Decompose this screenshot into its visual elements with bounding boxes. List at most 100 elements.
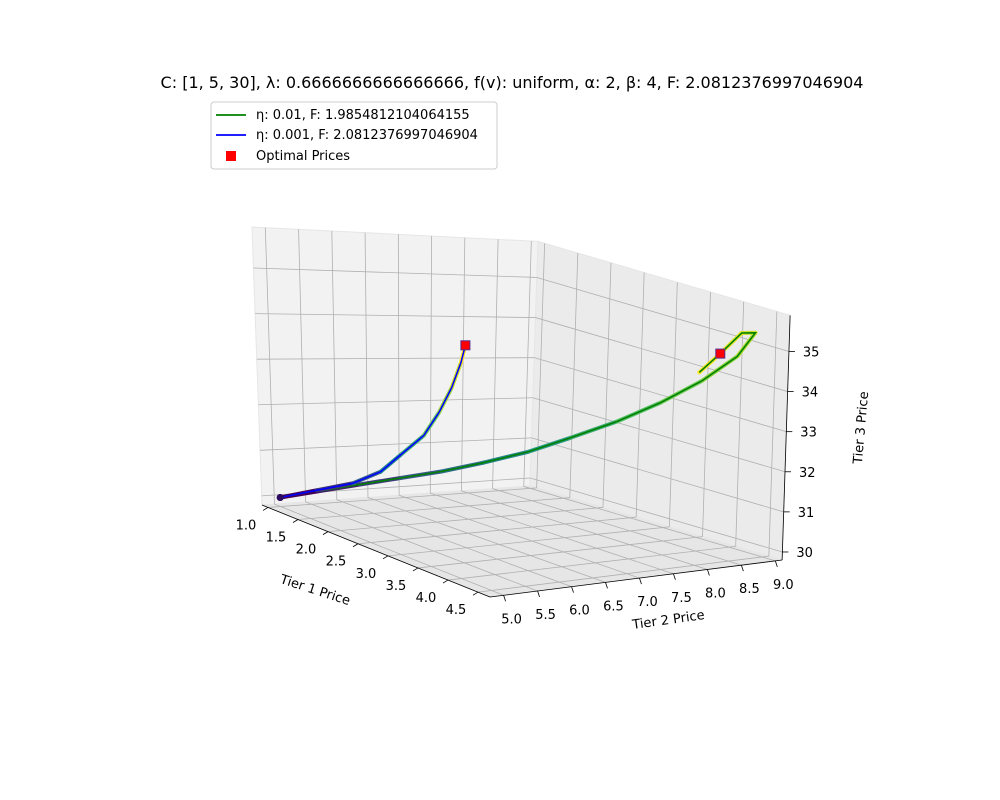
grid-y-floor bbox=[367, 497, 606, 583]
grid-z-wall-right bbox=[534, 357, 787, 433]
grid-y-floor bbox=[523, 486, 776, 562]
y-tick-label: 7.0 bbox=[637, 595, 658, 610]
grid-x-wall bbox=[668, 282, 678, 527]
y-tick-mark bbox=[503, 595, 506, 602]
axis-lines bbox=[261, 315, 795, 602]
x-axis-line bbox=[261, 504, 491, 598]
x-tick-mark bbox=[412, 567, 419, 572]
x-tick-label: 4.5 bbox=[446, 603, 467, 618]
x-tick-label: 4.0 bbox=[416, 591, 437, 606]
x-axis-label: Tier 1 Price bbox=[277, 572, 352, 609]
grid-x-wall bbox=[602, 262, 612, 508]
y-tick-label: 8.5 bbox=[739, 582, 760, 597]
grid-y-wall bbox=[523, 241, 532, 487]
z-tick-label: 34 bbox=[802, 386, 819, 401]
axis-panes bbox=[251, 226, 791, 598]
z-tick-label: 31 bbox=[798, 506, 815, 521]
grid-x-floor bbox=[477, 555, 769, 593]
series-1-line bbox=[280, 345, 467, 499]
grid-lines bbox=[253, 227, 790, 596]
x-tick-label: 1.5 bbox=[266, 531, 287, 546]
grid-y-floor bbox=[430, 492, 674, 575]
legend-swatch-red-square bbox=[226, 151, 236, 161]
tick-labels: 1.0 1.5 2.0 2.5 3.0 3.5 4.0 4.5 5.0 5.5 6.0 6.5 7.0 7… bbox=[236, 346, 820, 628]
grid-x-wall bbox=[735, 301, 745, 547]
legend-frame bbox=[210, 101, 498, 170]
legend-label-eta-0-001: η: 0.001, F: 2.0812376997046904 bbox=[256, 128, 478, 143]
x-tick-mark bbox=[352, 543, 359, 548]
y-tick-mark bbox=[774, 560, 778, 567]
y-tick-label: 7.5 bbox=[671, 591, 692, 606]
y-tick-mark bbox=[571, 586, 574, 593]
grid-z-wall-right bbox=[536, 277, 790, 352]
x-tick-mark bbox=[292, 519, 299, 523]
grid-x-floor bbox=[387, 526, 670, 557]
grid-z-wall-left bbox=[255, 313, 536, 318]
grid-y-wall bbox=[492, 239, 499, 489]
grid-z-wall-right bbox=[531, 437, 784, 513]
z-tick-label: 30 bbox=[796, 546, 813, 561]
x-tick-label: 2.0 bbox=[296, 543, 317, 558]
optimal-markers bbox=[460, 340, 726, 359]
grid-y-wall bbox=[461, 237, 466, 491]
grid-y-wall bbox=[264, 227, 275, 505]
grid-y-floor bbox=[461, 490, 708, 570]
legend-label-eta-0-01: η: 0.01, F: 1.9854812104064155 bbox=[256, 108, 470, 123]
grid-x-floor bbox=[297, 497, 570, 520]
x-tick-label: 3.0 bbox=[356, 567, 377, 582]
optimal-price-marker bbox=[460, 340, 471, 351]
y-tick-label: 8.0 bbox=[705, 587, 726, 602]
z-axis-label: Tier 3 Price bbox=[851, 391, 872, 466]
x-tick-mark bbox=[322, 531, 329, 535]
grid-z-wall-left bbox=[260, 437, 532, 451]
optimal-price-marker bbox=[715, 348, 726, 359]
grid-y-wall bbox=[397, 234, 400, 496]
grid-z-wall-left bbox=[253, 267, 537, 278]
series-1-start-point bbox=[276, 494, 284, 501]
y-tick-label: 5.5 bbox=[535, 608, 556, 623]
grid-x-wall bbox=[768, 311, 778, 557]
grid-x-wall bbox=[569, 253, 579, 498]
y-tick-mark bbox=[707, 569, 710, 576]
grid-y-floor bbox=[305, 501, 538, 592]
grid-x-floor bbox=[267, 487, 537, 508]
grid-x-floor bbox=[417, 536, 703, 569]
x-tick-mark bbox=[472, 591, 479, 596]
y-tick-mark bbox=[639, 577, 642, 585]
grid-y-floor bbox=[336, 499, 572, 588]
grid-x-floor bbox=[327, 507, 604, 533]
y-tick-mark bbox=[605, 582, 608, 589]
z-tick-label: 35 bbox=[803, 346, 820, 361]
grid-z-wall-left bbox=[258, 397, 533, 406]
x-tick-label: 3.5 bbox=[386, 579, 407, 594]
grid-y-wall bbox=[429, 236, 432, 494]
grid-y-floor bbox=[274, 503, 504, 596]
grid-x-wall bbox=[702, 291, 711, 537]
x-tick-label: 1.0 bbox=[236, 518, 257, 533]
grid-y-floor bbox=[492, 488, 742, 566]
grid-y-wall bbox=[364, 232, 369, 498]
grid-y-wall bbox=[298, 229, 307, 502]
grid-y-floor bbox=[398, 494, 640, 579]
grid-z-wall-right bbox=[532, 397, 786, 473]
legend-label-optimal-prices: Optimal Prices bbox=[256, 149, 350, 164]
grid-x-floor bbox=[447, 545, 736, 581]
y-tick-mark bbox=[673, 573, 676, 580]
y-tick-label: 9.0 bbox=[773, 578, 794, 593]
grid-z-wall-left bbox=[256, 357, 535, 360]
data-series bbox=[276, 330, 758, 501]
grid-z-wall-right bbox=[535, 317, 788, 392]
grid-x-floor bbox=[357, 516, 637, 545]
grid-z-wall-right bbox=[530, 477, 783, 553]
y-tick-label: 6.0 bbox=[569, 604, 590, 619]
series-0-line bbox=[280, 331, 758, 499]
legend: η: 0.01, F: 1.9854812104064155 η: 0.001,… bbox=[210, 101, 498, 170]
x-tick-mark bbox=[262, 507, 269, 511]
z-tick-label: 33 bbox=[800, 426, 817, 441]
z-axis-line bbox=[781, 315, 791, 561]
y-tick-mark bbox=[740, 565, 744, 572]
x-tick-mark bbox=[382, 555, 389, 560]
x-tick-mark bbox=[442, 579, 449, 584]
grid-x-wall bbox=[635, 272, 645, 518]
